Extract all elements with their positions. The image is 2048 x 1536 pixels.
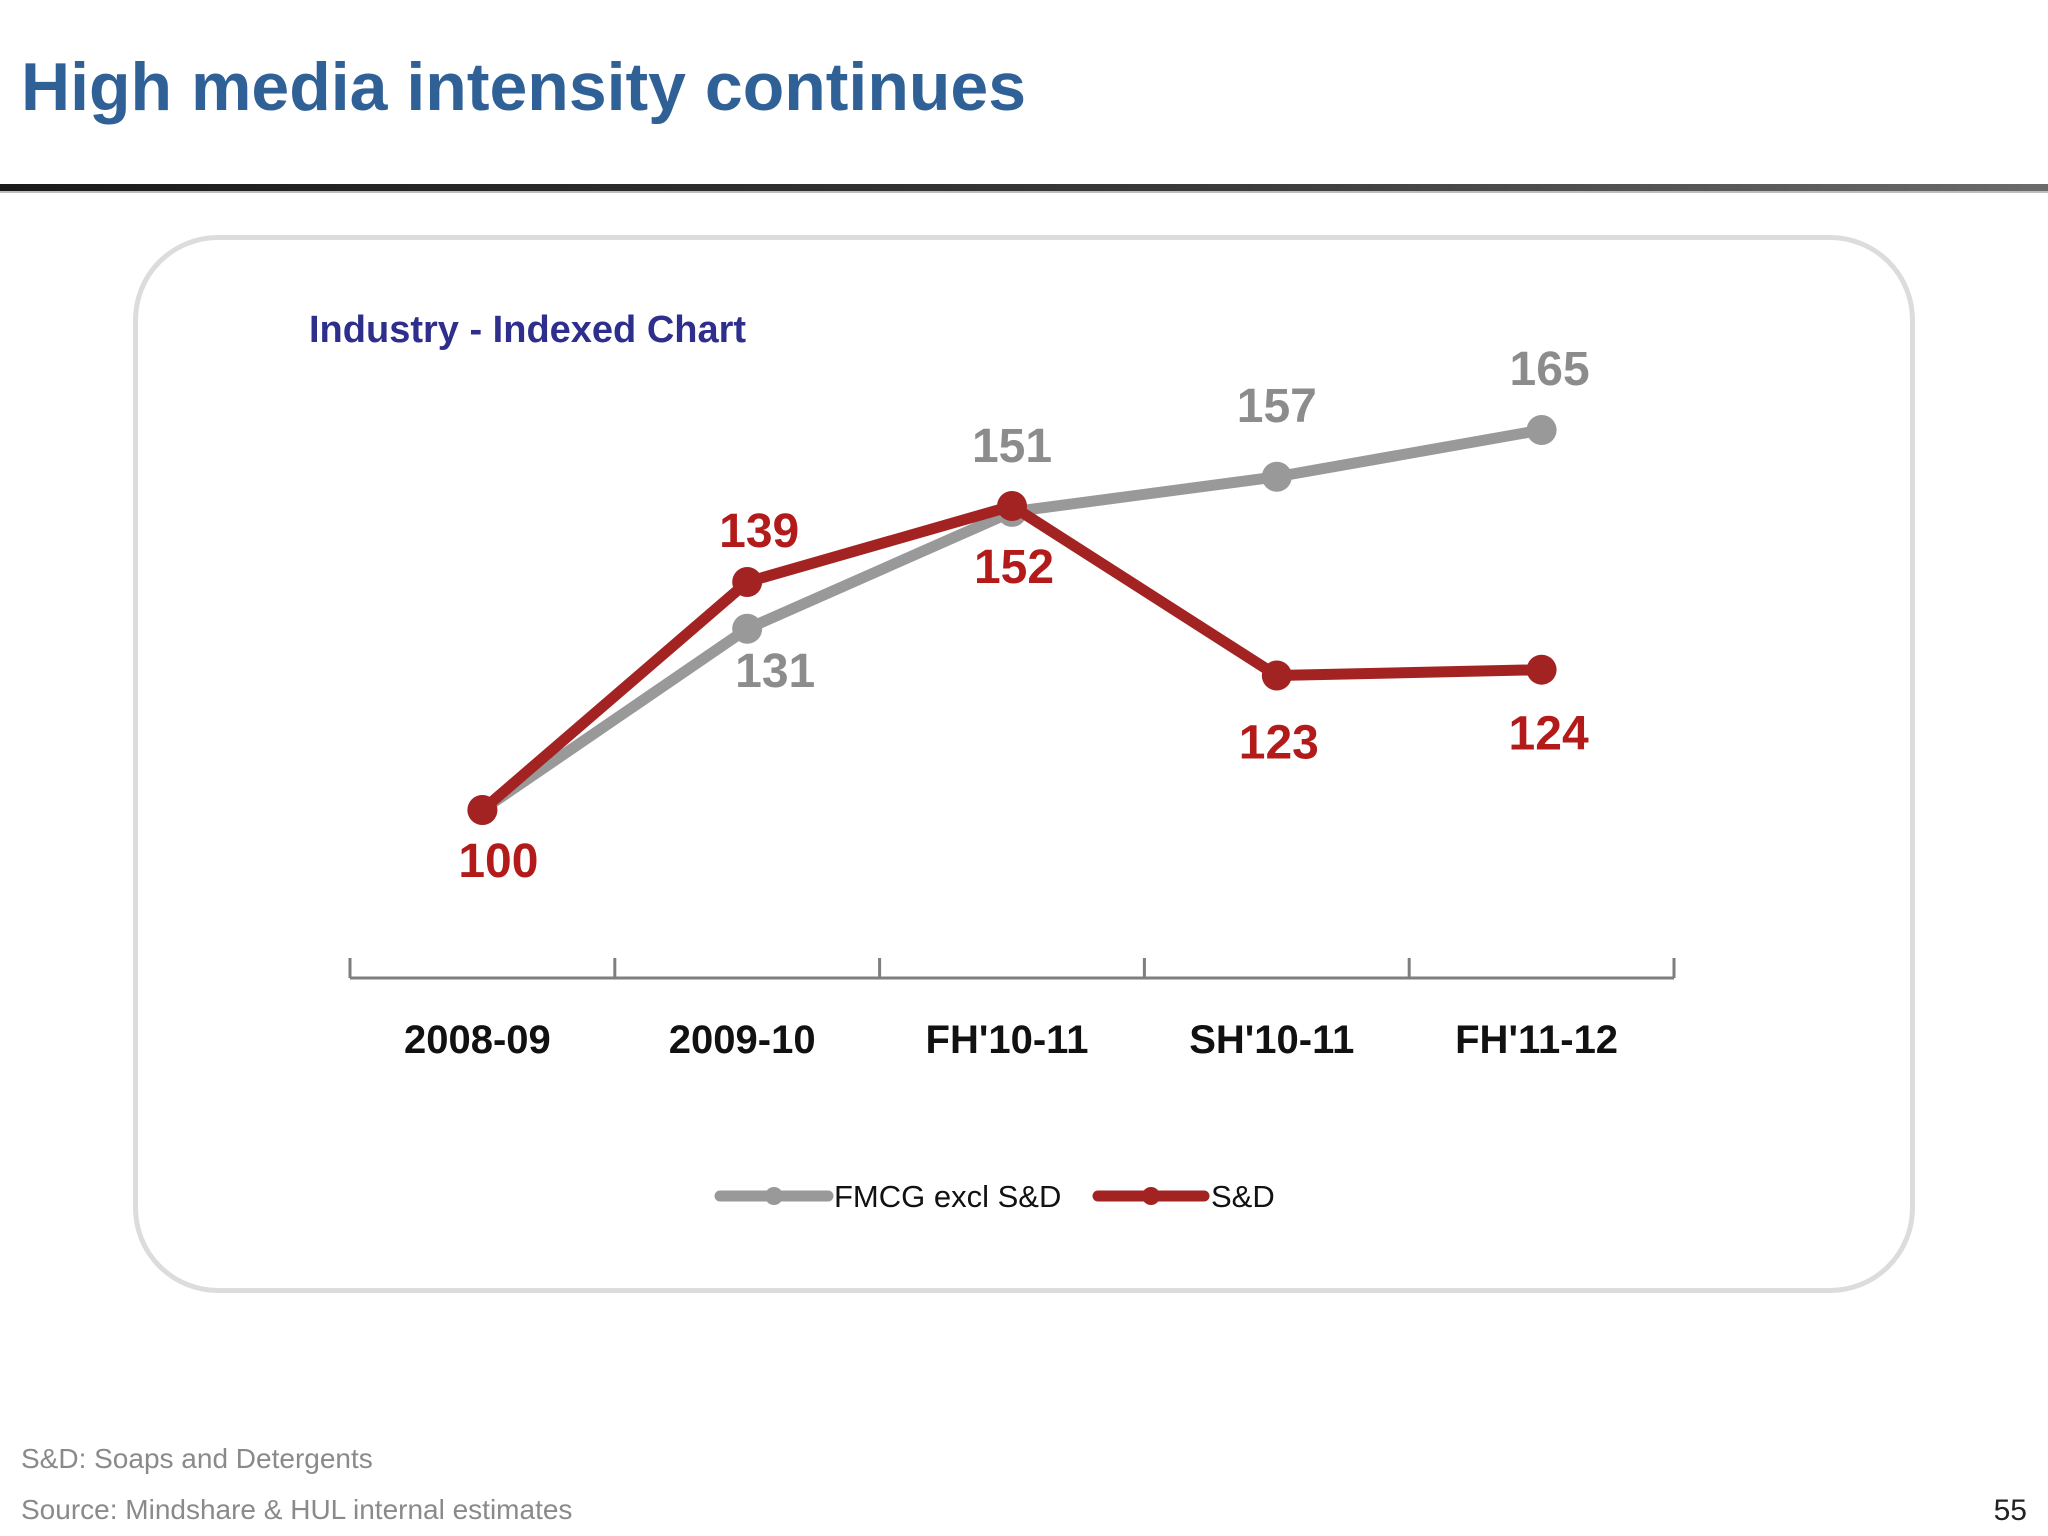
data-point-sd <box>1261 660 1292 691</box>
data-label-sd: 139 <box>719 505 799 558</box>
legend: FMCG excl S&D S&D <box>714 1179 1275 1214</box>
x-axis: 2008-09 2009-10 FH'10-11 SH'10-11 FH'11-12 <box>348 958 1676 1062</box>
data-label-fmcg-excl-sd: 131 <box>735 645 815 698</box>
title-divider <box>0 184 2048 191</box>
page-number: 55 <box>1993 1494 2027 1527</box>
data-point-sd <box>1526 654 1557 685</box>
data-label-sd: 124 <box>1509 708 1589 761</box>
data-point-sd <box>997 491 1027 521</box>
x-tick-label: 2008-09 <box>404 1018 551 1062</box>
footnote-abbreviation: S&D: Soaps and Detergents <box>21 1443 373 1474</box>
legend-label-fmcg-excl-sd: FMCG excl S&D <box>834 1179 1061 1214</box>
data-label-sd: 123 <box>1239 717 1319 770</box>
data-label-fmcg-excl-sd: 165 <box>1510 343 1590 396</box>
legend-marker-fmcg-excl-sd <box>765 1187 783 1205</box>
title-divider-shadow <box>0 191 2048 193</box>
data-point-fmcg-excl-sd <box>1526 415 1557 445</box>
series-line-fmcg-excl-sd <box>476 424 1548 816</box>
data-labels: 131 151 157 165 100 139 152 123 124 <box>458 343 1589 888</box>
data-point-fmcg-excl-sd <box>1261 461 1292 492</box>
data-label-sd: 152 <box>974 541 1054 594</box>
x-tick-label: FH'11-12 <box>1455 1018 1618 1062</box>
legend-marker-sd <box>1142 1187 1160 1205</box>
data-point-sd <box>467 795 498 825</box>
chart-frame <box>133 235 1915 1293</box>
chart-title: Industry - Indexed Chart <box>309 309 746 351</box>
data-point-fmcg-excl-sd <box>732 613 763 644</box>
data-label-sd: 100 <box>458 835 538 888</box>
x-tick-label: 2009-10 <box>669 1018 816 1062</box>
x-tick-label: SH'10-11 <box>1189 1018 1354 1062</box>
legend-label-sd: S&D <box>1211 1179 1275 1214</box>
series-layer <box>467 415 1557 825</box>
slide-title: High media intensity continues <box>21 49 1027 125</box>
source-note: Source: Mindshare & HUL internal estimat… <box>21 1494 573 1525</box>
x-tick-label: FH'10-11 <box>926 1018 1089 1062</box>
data-label-fmcg-excl-sd: 157 <box>1237 380 1317 433</box>
data-label-fmcg-excl-sd: 151 <box>972 420 1052 473</box>
data-point-sd <box>732 567 763 597</box>
